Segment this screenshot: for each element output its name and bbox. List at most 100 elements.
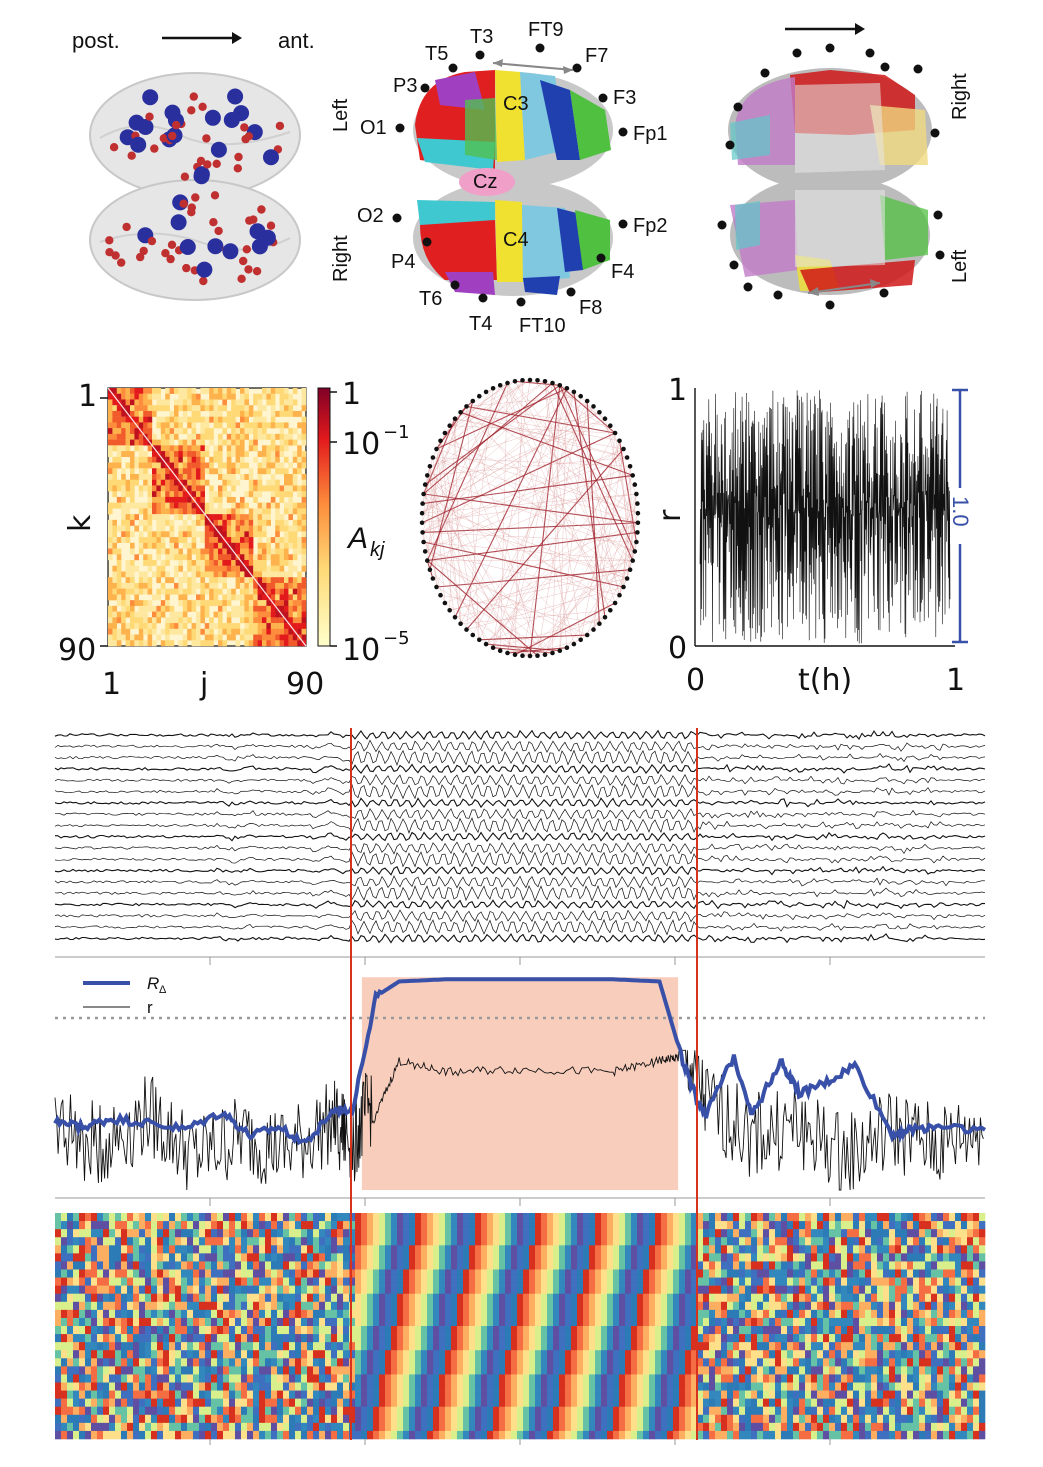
phase-cell	[637, 1213, 644, 1222]
matrix-cell	[143, 542, 148, 549]
matrix-cell	[108, 588, 113, 595]
phase-cell	[559, 1221, 566, 1230]
matrix-cell	[218, 605, 223, 612]
matrix-cell	[288, 508, 293, 515]
matrix-cell	[270, 560, 276, 566]
phase-cell	[763, 1221, 770, 1230]
matrix-cell	[222, 531, 227, 538]
phase-cell	[637, 1269, 644, 1278]
phase-cell	[877, 1285, 884, 1295]
network-node	[527, 653, 533, 659]
phase-cell	[637, 1350, 644, 1359]
phase-cell	[277, 1293, 284, 1303]
phase-cell	[283, 1326, 290, 1335]
phase-cell	[925, 1301, 932, 1311]
phase-cell	[307, 1245, 314, 1254]
phase-cell	[247, 1213, 254, 1222]
phase-cell	[61, 1350, 68, 1359]
phase-cell	[979, 1326, 986, 1335]
phase-cell	[229, 1334, 236, 1343]
matrix-cell	[292, 531, 298, 538]
network-node	[608, 608, 613, 613]
phase-cell	[91, 1350, 98, 1359]
phase-cell	[961, 1237, 968, 1246]
matrix-cell	[147, 485, 153, 492]
phase-cell	[367, 1269, 374, 1278]
matrix-cell	[279, 640, 285, 647]
phase-cell	[493, 1293, 500, 1303]
phase-cell	[577, 1309, 584, 1319]
phase-cell	[577, 1213, 584, 1222]
phase-cell	[745, 1301, 752, 1311]
phase-cell	[151, 1213, 158, 1222]
phase-cell	[883, 1261, 890, 1270]
phase-cell	[541, 1229, 548, 1238]
matrix-cell	[222, 600, 227, 607]
matrix-cell	[187, 422, 192, 429]
phase-cell	[175, 1342, 182, 1351]
matrix-cell	[147, 416, 153, 423]
phase-cell	[253, 1261, 260, 1270]
phase-cell	[979, 1309, 986, 1319]
phase-cell	[397, 1293, 404, 1303]
phase-cell	[841, 1245, 848, 1254]
phase-cell	[319, 1342, 326, 1351]
matrix-cell	[235, 628, 241, 635]
phase-cell	[559, 1309, 566, 1319]
matrix-cell	[218, 600, 223, 607]
phase-cell	[811, 1342, 818, 1351]
matrix-cell	[147, 577, 153, 584]
matrix-cell	[257, 640, 263, 647]
matrix-cell	[156, 514, 161, 521]
phase-cell	[337, 1253, 344, 1262]
phase-cell	[511, 1309, 518, 1319]
network-node	[430, 576, 436, 581]
phase-cell	[703, 1269, 710, 1278]
phase-cell	[787, 1309, 794, 1319]
phase-cell	[349, 1358, 356, 1367]
matrix-cell	[209, 428, 214, 435]
phase-cell	[649, 1229, 656, 1238]
matrix-cell	[143, 410, 148, 417]
phase-cell	[175, 1285, 182, 1295]
phase-cell	[901, 1293, 908, 1303]
phase-cell	[811, 1277, 818, 1286]
matrix-cell	[240, 474, 245, 480]
matrix-cell	[240, 456, 245, 463]
phase-cell	[703, 1253, 710, 1262]
phase-cell	[439, 1277, 446, 1286]
phase-cell	[121, 1358, 128, 1367]
matrix-cell	[209, 582, 214, 589]
matrix-cell	[165, 405, 170, 412]
matrix-cell	[191, 410, 197, 417]
phase-cell	[85, 1285, 92, 1295]
phase-cell	[661, 1245, 668, 1254]
phase-cell	[937, 1261, 944, 1270]
phase-cell	[265, 1350, 272, 1359]
matrix-cell	[301, 405, 307, 412]
phase-cell	[271, 1253, 278, 1262]
matrix-cell	[279, 565, 285, 572]
network-node	[434, 584, 439, 590]
phase-cell	[211, 1342, 218, 1351]
phase-cell	[451, 1309, 458, 1319]
matrix-cell	[165, 485, 170, 492]
phase-cell	[631, 1293, 638, 1303]
phase-cell	[661, 1213, 668, 1222]
phase-cell	[127, 1350, 134, 1359]
phase-cell	[175, 1334, 182, 1343]
phase-cell	[469, 1350, 476, 1359]
phase-cell	[673, 1253, 680, 1262]
matrix-cell	[248, 428, 254, 435]
brain-node	[249, 223, 266, 240]
matrix-cell	[156, 502, 161, 509]
matrix-cell	[156, 456, 161, 463]
matrix-cell	[191, 433, 197, 440]
phase-cell	[709, 1277, 716, 1286]
matrix-cell	[134, 474, 139, 480]
phase-cell	[253, 1350, 260, 1359]
matrix-cell	[138, 474, 144, 480]
phase-cell	[349, 1334, 356, 1343]
phase-cell	[853, 1213, 860, 1222]
phase-cell	[223, 1358, 230, 1367]
